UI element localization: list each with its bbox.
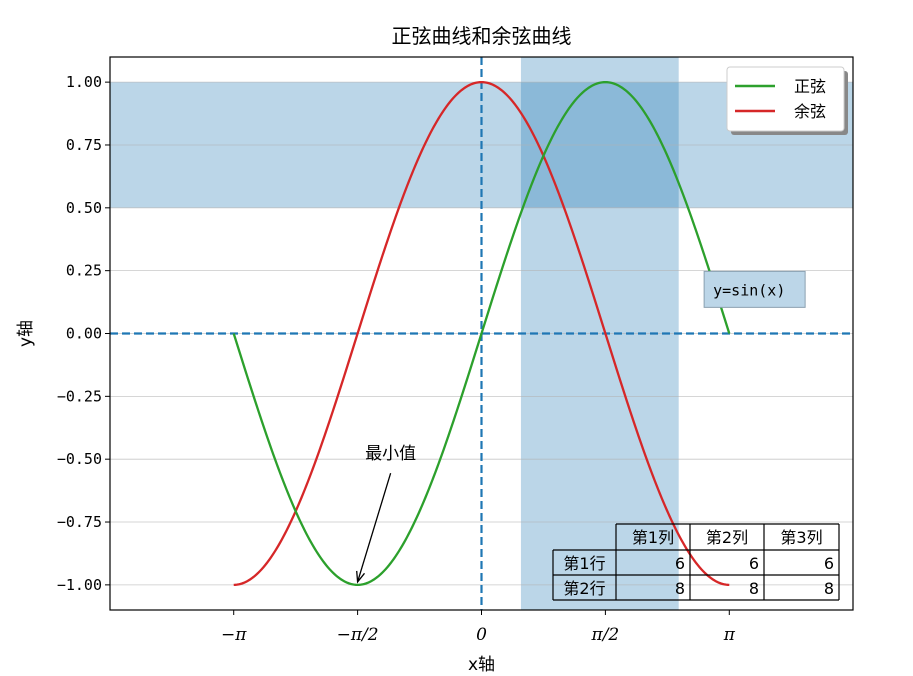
table-cell: 8 [675,579,685,598]
x-axis-ticks: −π −π/2 0 π/2 π [221,610,736,645]
table-row-header: 第2行 [563,579,605,598]
y-tick-label: −0.50 [57,450,102,468]
y-tick-label: 0.50 [66,199,102,217]
data-table: 第1列 第2列 第3列 第1行 第2行 6 6 6 8 8 8 [552,523,840,601]
annotation-arrow-line [356,472,392,583]
y-tick-label: −1.00 [57,576,102,594]
y-tick-label: −0.25 [57,387,102,405]
table-cell: 6 [749,554,759,573]
cosine-series-line [233,80,730,587]
table-column-header: 第1列 [632,528,674,547]
y-axis-ticks: 1.00 0.75 0.50 0.25 0.00 −0.25 −0.50 −0.75 −1.00 [57,73,110,594]
chart-title: 正弦曲线和余弦曲线 [392,24,572,48]
table-cell: 8 [749,579,759,598]
table-column-header: 第2列 [706,528,748,547]
x-axis-label: x轴 [468,655,495,675]
table-cell: 6 [824,554,834,573]
y-tick-label: 0.00 [66,325,102,343]
annotation-minimum: 最小值 [356,444,416,584]
series-lines [232,80,731,587]
annotation-sin-label: y=sin(x) [713,281,785,299]
x-tick-label: π [723,625,736,645]
y-tick-label: −0.75 [57,513,102,531]
x-tick-label: π/2 [591,625,620,645]
annotation-sin-box-frame [703,270,806,308]
y-tick-label: 0.75 [66,136,102,154]
y-axis-label: y轴 [16,320,36,347]
table-cell: 8 [824,579,834,598]
table-column-header: 第3列 [780,528,822,547]
y-tick-label: 0.25 [66,262,102,280]
legend-box [726,66,845,132]
y-tick-label: 1.00 [66,73,102,91]
legend-label-cosine: 余弦 [794,102,826,121]
table-cell: 6 [675,554,685,573]
table-row-header: 第1行 [563,554,605,573]
annotation-sin-box: y=sin(x) [703,270,806,308]
annotation-minimum-label: 最小值 [365,444,416,464]
legend-label-sine: 正弦 [794,77,826,96]
table-grid [552,523,840,601]
annotation-arrow-head [356,570,366,584]
legend: 正弦 余弦 [726,66,848,135]
x-tick-label: −π/2 [337,625,379,645]
x-tick-label: −π [221,625,247,645]
x-tick-label: 0 [476,625,487,645]
sine-series-line [232,80,731,587]
